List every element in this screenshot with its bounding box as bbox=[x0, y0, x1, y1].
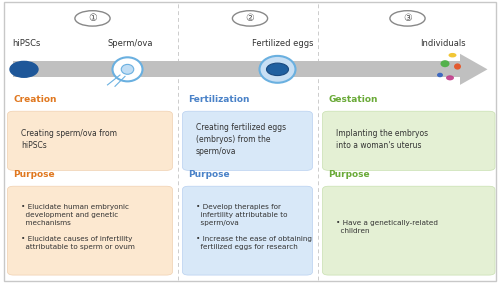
Ellipse shape bbox=[437, 73, 443, 77]
Ellipse shape bbox=[232, 11, 268, 26]
Text: Purpose: Purpose bbox=[14, 170, 55, 179]
Ellipse shape bbox=[260, 56, 296, 83]
Text: Creating sperm/ova from
hiPSCs: Creating sperm/ova from hiPSCs bbox=[21, 129, 117, 150]
Circle shape bbox=[266, 63, 288, 76]
Text: • Have a genetically-related
  children: • Have a genetically-related children bbox=[336, 220, 438, 233]
Text: Purpose: Purpose bbox=[328, 170, 370, 179]
Ellipse shape bbox=[454, 63, 461, 70]
Text: ②: ② bbox=[246, 13, 254, 23]
Ellipse shape bbox=[75, 11, 110, 26]
Text: Creating fertilized eggs
(embryos) from the
sperm/ova: Creating fertilized eggs (embryos) from … bbox=[196, 123, 286, 156]
Text: Creation: Creation bbox=[14, 95, 57, 104]
Text: Individuals: Individuals bbox=[420, 39, 466, 48]
Bar bbox=[12, 61, 460, 77]
Text: hiPSCs: hiPSCs bbox=[12, 39, 41, 48]
FancyBboxPatch shape bbox=[8, 186, 172, 275]
Circle shape bbox=[10, 61, 38, 77]
Text: Gestation: Gestation bbox=[328, 95, 378, 104]
Text: Sperm/ova: Sperm/ova bbox=[108, 39, 153, 48]
Ellipse shape bbox=[112, 57, 142, 82]
Ellipse shape bbox=[390, 11, 425, 26]
Ellipse shape bbox=[446, 75, 454, 80]
Ellipse shape bbox=[440, 60, 450, 67]
Polygon shape bbox=[460, 54, 487, 85]
FancyBboxPatch shape bbox=[8, 111, 172, 170]
FancyBboxPatch shape bbox=[182, 186, 312, 275]
FancyBboxPatch shape bbox=[182, 111, 312, 170]
Text: Fertilization: Fertilization bbox=[188, 95, 250, 104]
Ellipse shape bbox=[448, 53, 456, 57]
Text: ③: ③ bbox=[403, 13, 412, 23]
FancyBboxPatch shape bbox=[4, 2, 496, 281]
Text: Purpose: Purpose bbox=[188, 170, 230, 179]
Ellipse shape bbox=[121, 65, 134, 74]
Text: ①: ① bbox=[88, 13, 97, 23]
Text: Fertilized eggs: Fertilized eggs bbox=[252, 39, 314, 48]
Text: Implanting the embryos
into a woman's uterus: Implanting the embryos into a woman's ut… bbox=[336, 129, 428, 150]
Text: • Develop therapies for
  infertility attributable to
  sperm/ova

• Increase th: • Develop therapies for infertility attr… bbox=[196, 203, 312, 250]
FancyBboxPatch shape bbox=[322, 111, 495, 170]
FancyBboxPatch shape bbox=[322, 186, 495, 275]
Text: • Elucidate human embryonic
  development and genetic
  mechanisms

• Elucidate : • Elucidate human embryonic development … bbox=[21, 203, 135, 250]
